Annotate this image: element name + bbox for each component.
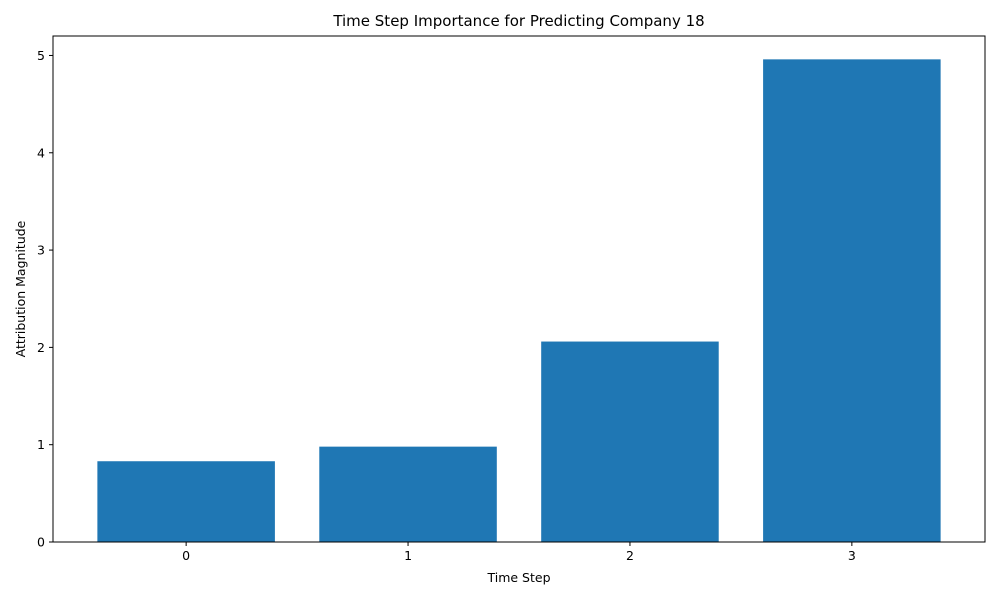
x-axis: 0 1 2 3 [182,542,856,563]
x-axis-label: Time Step [486,570,550,585]
y-tick-label: 1 [37,437,45,452]
x-tick-label: 2 [626,548,634,563]
y-tick-label: 4 [37,145,45,160]
bar-1 [319,446,497,542]
bar-2 [541,341,719,542]
plot-frame [52,35,986,543]
y-axis-label: Attribution Magnitude [13,220,28,357]
x-tick-label: 3 [848,548,856,563]
bar-3 [763,59,941,542]
y-tick-label: 3 [37,243,45,258]
y-tick-label: 0 [37,535,45,550]
bars-group [97,59,941,542]
x-tick-label: 1 [404,548,412,563]
y-tick-label: 2 [37,340,45,355]
bar-0 [97,461,275,542]
y-axis: 0 1 2 3 4 5 [37,48,53,550]
y-tick-label: 5 [37,48,45,63]
x-tick-label: 0 [182,548,190,563]
chart-title: Time Step Importance for Predicting Comp… [332,12,704,30]
